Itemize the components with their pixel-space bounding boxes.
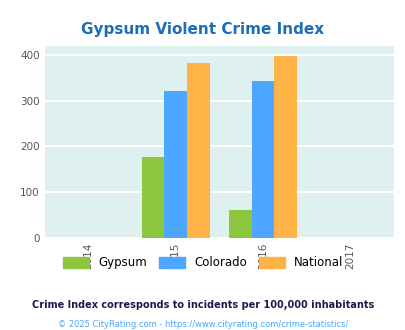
Text: Crime Index corresponds to incidents per 100,000 inhabitants: Crime Index corresponds to incidents per… bbox=[32, 300, 373, 310]
Bar bbox=[141, 157, 164, 238]
Legend: Gypsum, Colorado, National: Gypsum, Colorado, National bbox=[59, 253, 346, 273]
Bar bbox=[273, 56, 296, 238]
Bar bbox=[251, 81, 273, 238]
Bar bbox=[186, 63, 209, 238]
Bar bbox=[164, 91, 186, 238]
Bar bbox=[228, 210, 251, 238]
Text: Gypsum Violent Crime Index: Gypsum Violent Crime Index bbox=[81, 22, 324, 37]
Text: © 2025 CityRating.com - https://www.cityrating.com/crime-statistics/: © 2025 CityRating.com - https://www.city… bbox=[58, 319, 347, 329]
